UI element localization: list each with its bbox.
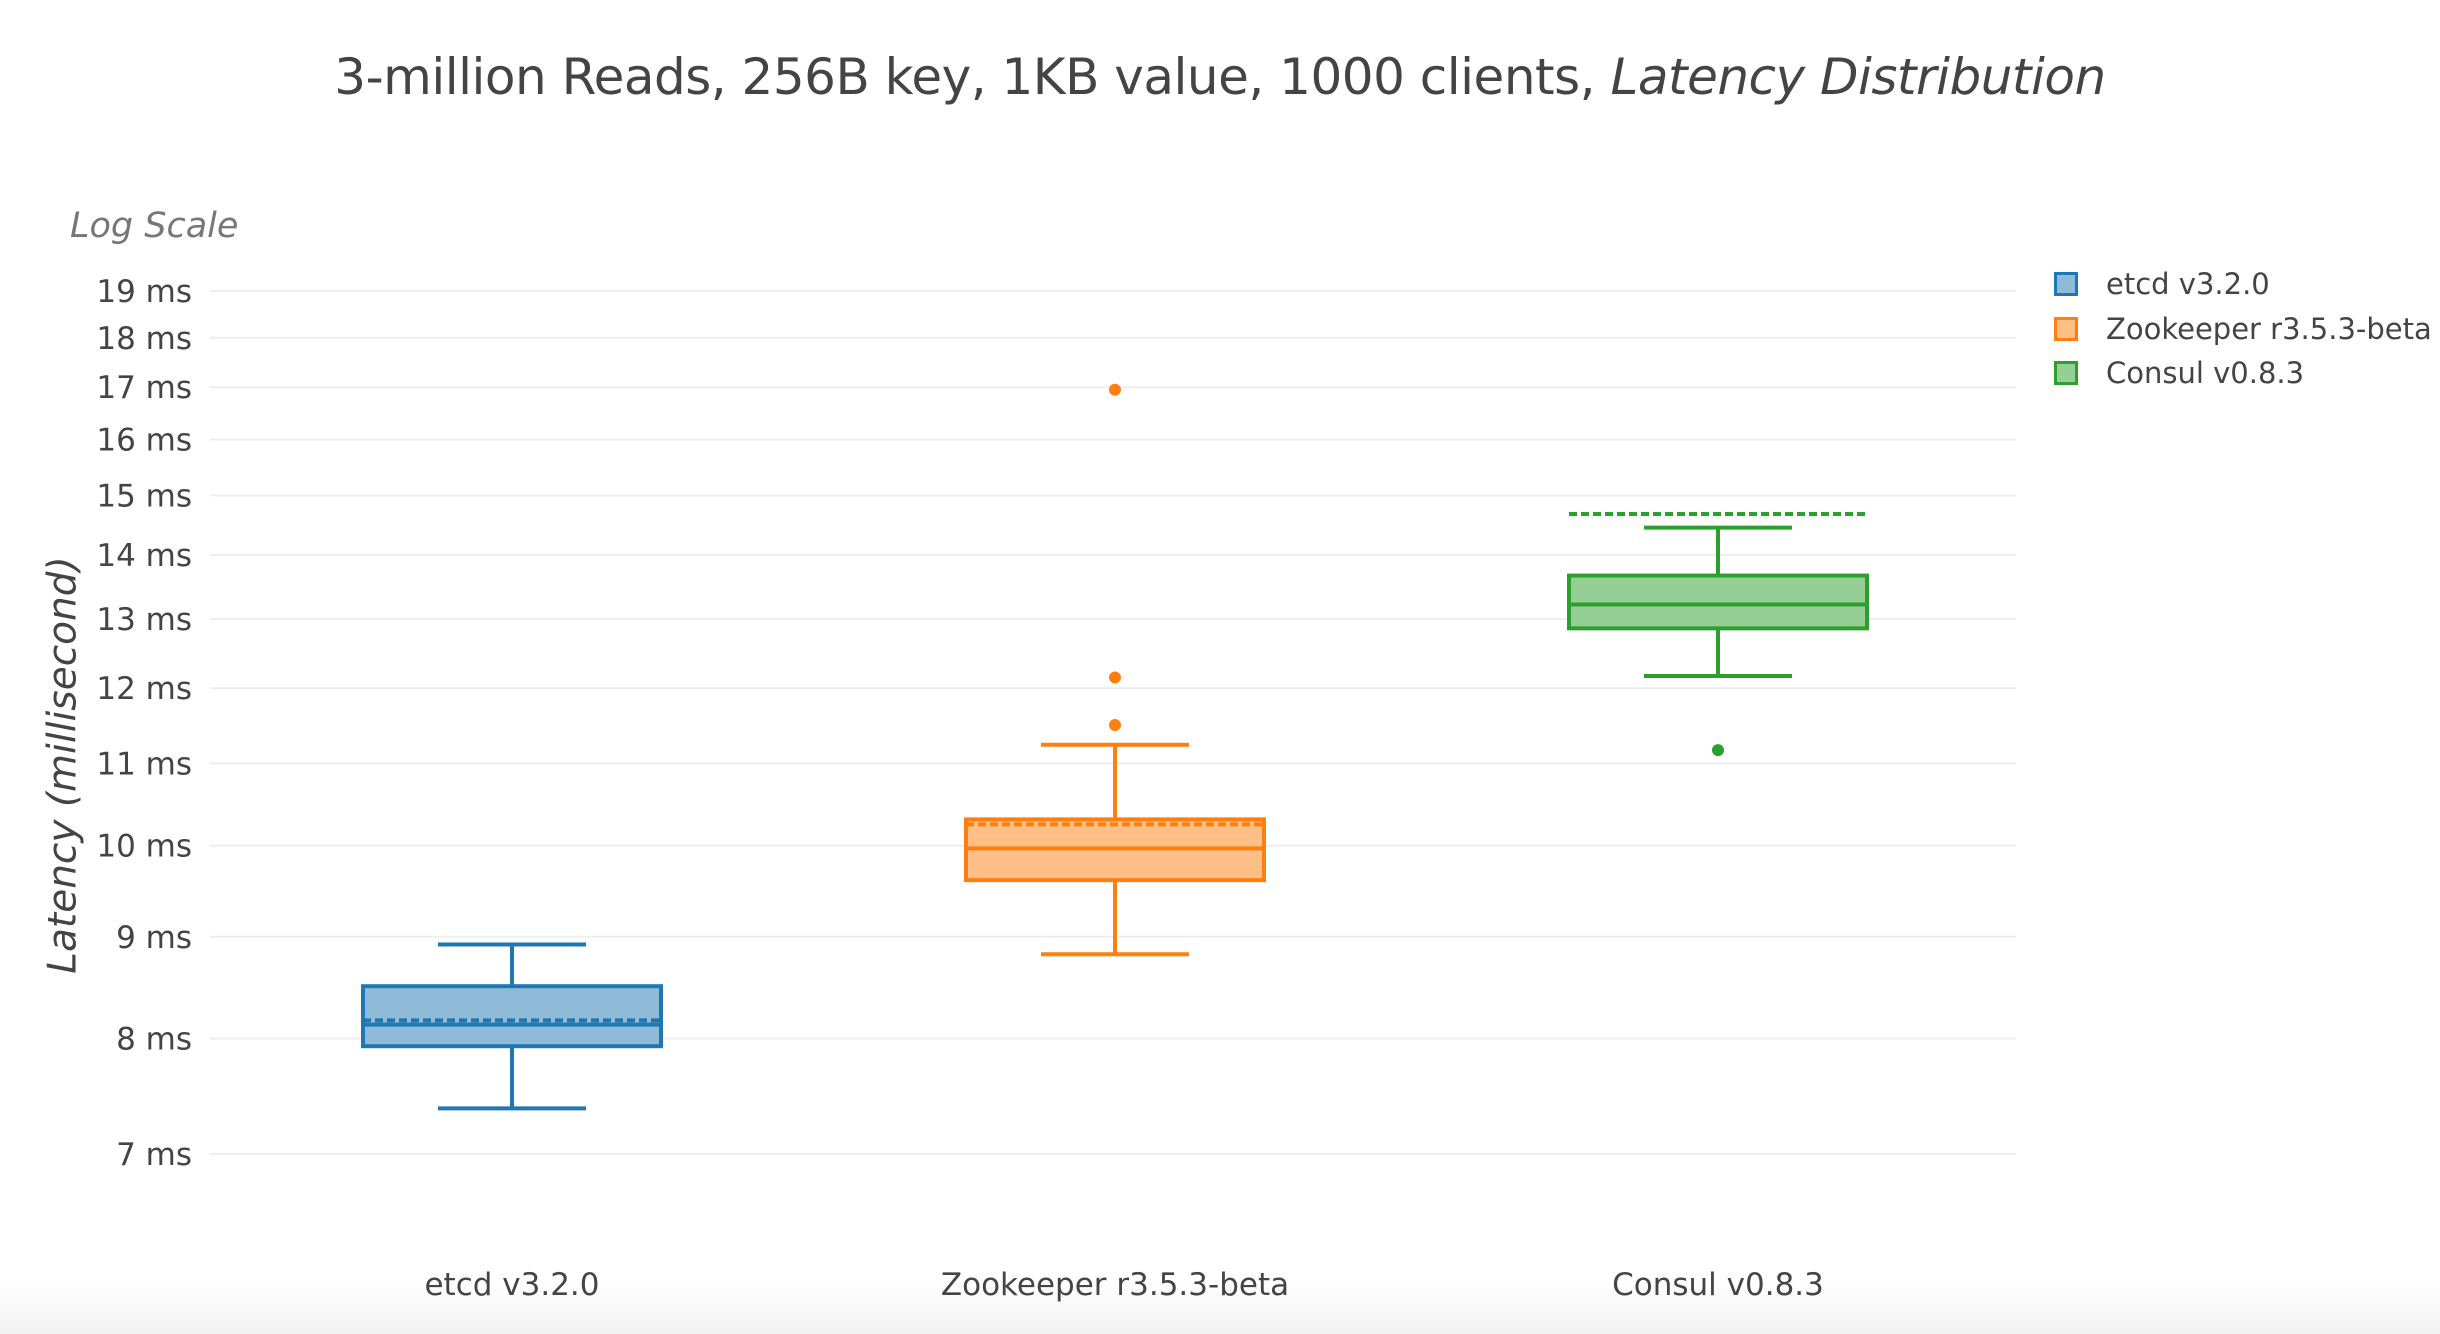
legend-label: etcd v3.2.0: [2106, 267, 2270, 302]
x-tick-label: Consul v0.8.3: [1612, 1267, 1824, 1303]
chart-title-main: 3-million Reads, 256B key, 1KB value, 10…: [334, 48, 1611, 106]
y-tick-label: 9 ms: [116, 920, 192, 956]
y-tick-label: 12 ms: [96, 671, 192, 707]
legend-label: Zookeeper r3.5.3-beta: [2106, 311, 2432, 346]
y-tick-label: 10 ms: [96, 829, 192, 865]
box-trace-zookeeper: [964, 383, 1266, 957]
box-traces: [361, 383, 1869, 1111]
x-axis-ticks: etcd v3.2.0 Zookeeper r3.5.3-beta Consul v…: [424, 1267, 1823, 1303]
y-tick-label: 18 ms: [96, 321, 192, 357]
y-tick-label: 13 ms: [96, 602, 192, 638]
chart-title: 3-million Reads, 256B key, 1KB value, 10…: [0, 48, 2440, 106]
y-tick-label: 7 ms: [116, 1137, 192, 1173]
iqr-box: [361, 984, 663, 1049]
y-tick-label: 17 ms: [96, 370, 192, 406]
chart-title-emphasis: Latency Distribution: [1610, 48, 2106, 106]
y-tick-label: 11 ms: [96, 746, 192, 782]
x-tick-label: etcd v3.2.0: [424, 1267, 599, 1303]
box-trace-etcd: [361, 942, 663, 1111]
iqr-box: [1567, 573, 1869, 631]
x-tick-label: Zookeeper r3.5.3-beta: [941, 1267, 1289, 1303]
legend-item-etcd[interactable]: etcd v3.2.0: [2054, 262, 2432, 307]
y-tick-label: 16 ms: [96, 423, 192, 459]
outlier-point: [1712, 744, 1724, 757]
bottom-shadow: [0, 1280, 2440, 1334]
y-tick-label: 15 ms: [96, 478, 192, 514]
legend-swatch-icon: [2054, 361, 2078, 386]
y-tick-label: 19 ms: [96, 274, 192, 310]
y-axis-ticks: 7 ms 8 ms 9 ms 10 ms 11 ms 12 ms 13 ms 14 ms 15 …: [96, 274, 192, 1173]
y-tick-label: 14 ms: [96, 538, 192, 574]
log-scale-note: Log Scale: [70, 206, 239, 246]
legend-label: Consul v0.8.3: [2106, 356, 2305, 391]
outlier-point: [1109, 383, 1121, 396]
outlier-point: [1109, 671, 1121, 684]
legend-item-consul[interactable]: Consul v0.8.3: [2054, 351, 2432, 396]
legend-swatch-icon: [2054, 316, 2078, 341]
legend-item-zookeeper[interactable]: Zookeeper r3.5.3-beta: [2054, 307, 2432, 352]
outlier-point: [1109, 718, 1121, 731]
box-trace-consul: [1567, 511, 1869, 757]
legend: etcd v3.2.0 Zookeeper r3.5.3-beta Consul…: [2054, 262, 2432, 396]
y-tick-label: 8 ms: [116, 1022, 192, 1058]
legend-swatch-icon: [2054, 272, 2078, 297]
